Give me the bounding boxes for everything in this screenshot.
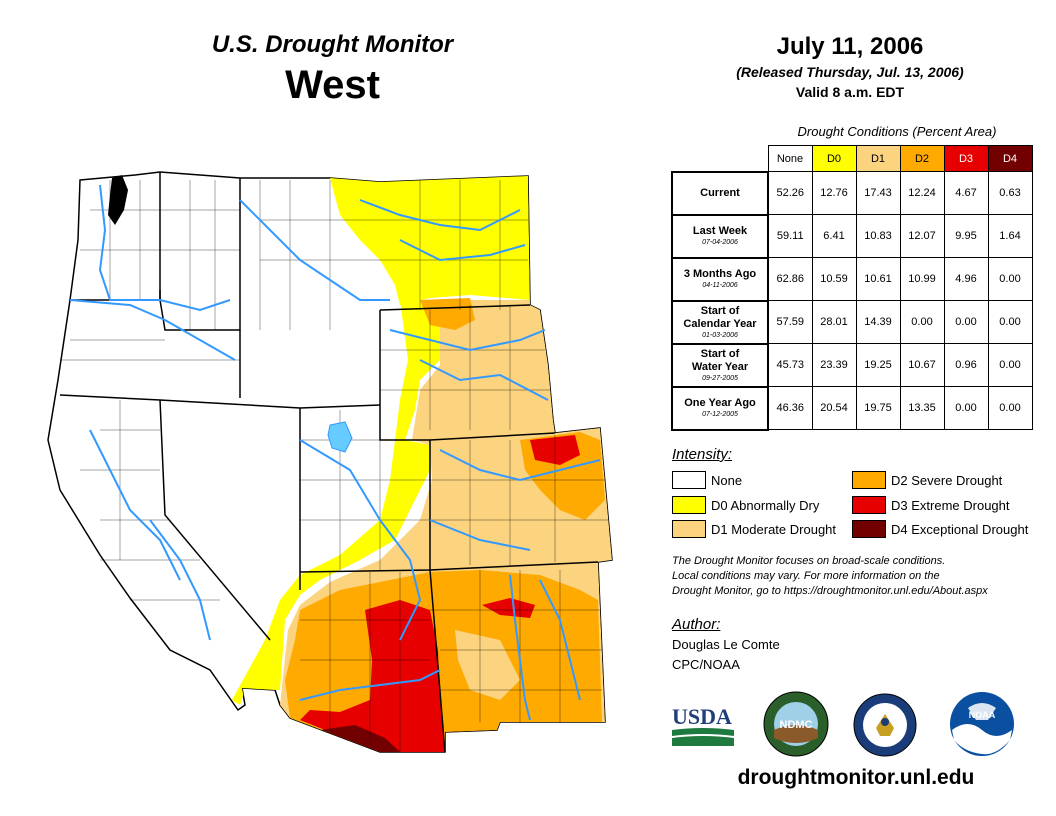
row-label: Start of Calendar Year 01-03-2006 — [671, 299, 769, 345]
title-block: U.S. Drought Monitor West — [150, 28, 515, 108]
rivers — [69, 184, 601, 721]
doc-seal-logo — [853, 693, 917, 757]
noaa-logo: NOAA — [950, 692, 1014, 756]
region-title: West — [285, 63, 380, 107]
d2-area-wyoming — [420, 298, 475, 330]
county-lines — [60, 180, 608, 752]
row-label: 3 Months Ago 04-11-2006 — [671, 256, 769, 302]
drought-map — [47, 171, 613, 753]
puget-sound — [108, 175, 128, 225]
usda-logo: USDA — [672, 704, 734, 746]
release-date: (Released Thursday, Jul. 13, 2006) — [736, 64, 964, 80]
col-none: None — [767, 145, 813, 172]
svg-text:USDA: USDA — [672, 704, 732, 729]
svg-text:NDMC: NDMC — [780, 719, 813, 731]
legend-item-d0: D0 Abnormally Dry — [672, 495, 819, 515]
legend-item-none: None — [672, 470, 742, 490]
state-boundaries — [59, 172, 599, 753]
table-row: 3 Months Ago 04-11-2006 62.86 10.59 10.61… — [671, 256, 1033, 302]
d4-area-arizona — [320, 725, 400, 752]
table-row: One Year Ago 07-12-2005 46.36 20.54 19.75… — [671, 385, 1033, 431]
table-header-row: None D0 D1 D2 D3 D4 — [672, 145, 1033, 172]
ndmc-logo: NDMC — [763, 691, 829, 757]
row-label: Current — [671, 170, 769, 216]
swatch-d3 — [852, 496, 886, 514]
legend-item-d1: D1 Moderate Drought — [672, 519, 836, 539]
table-row: Last Week 07-04-2006 59.11 6.41 10.83 12.… — [671, 213, 1033, 259]
legend-item-d3: D3 Extreme Drought — [852, 495, 1010, 515]
d3-area-nm — [482, 598, 535, 618]
col-d4: D4 — [987, 145, 1033, 172]
conditions-caption: Drought Conditions (Percent Area) — [797, 124, 997, 139]
row-label: One Year Ago 07-12-2005 — [671, 385, 769, 431]
col-d2: D2 — [899, 145, 945, 172]
d0-area-central — [232, 300, 440, 705]
map-date: July 11, 2006 — [776, 33, 924, 60]
valid-time: Valid 8 a.m. EDT — [795, 84, 905, 100]
monitor-title: U.S. Drought Monitor — [211, 31, 454, 58]
svg-text:NOAA: NOAA — [969, 710, 996, 720]
d1-pocket-nm — [455, 630, 520, 700]
about-link-text: Drought Monitor, go to https://droughtmo… — [672, 585, 988, 597]
swatch-d4 — [852, 520, 886, 538]
author-org: CPC/NOAA — [672, 657, 740, 672]
col-d1: D1 — [855, 145, 901, 172]
info-note: The Drought Monitor focuses on broad-sca… — [672, 554, 1044, 599]
conditions-table: None D0 D1 D2 D3 D4 Current 52.26 12.76 … — [671, 145, 1033, 431]
legend-item-d2: D2 Severe Drought — [852, 470, 1002, 490]
table-row: Start of Calendar Year 01-03-2006 57.59 28… — [671, 299, 1033, 345]
d3-area-arizona — [300, 600, 445, 752]
date-block: July 11, 2006 (Released Thursday, Jul. 1… — [676, 32, 1024, 102]
swatch-d2 — [852, 471, 886, 489]
author-name: Douglas Le Comte — [672, 637, 780, 652]
swatch-none — [672, 471, 706, 489]
row-label: Start of Water Year 09-27-2005 — [671, 342, 769, 388]
table-row: Start of Water Year 09-27-2005 45.73 23.39… — [671, 342, 1033, 388]
great-salt-lake — [327, 421, 353, 453]
swatch-d1 — [672, 520, 706, 538]
col-d3: D3 — [943, 145, 989, 172]
site-url[interactable]: droughtmonitor.unl.edu — [737, 766, 975, 789]
intensity-title: Intensity: — [672, 446, 733, 463]
swatch-d0 — [672, 496, 706, 514]
col-d0: D0 — [811, 145, 857, 172]
legend-item-d4: D4 Exceptional Drought — [852, 519, 1028, 539]
row-label: Last Week 07-04-2006 — [671, 213, 769, 259]
table-row: Current 52.26 12.76 17.43 12.24 4.67 0.6… — [671, 170, 1033, 216]
author-title: Author: — [672, 616, 721, 633]
